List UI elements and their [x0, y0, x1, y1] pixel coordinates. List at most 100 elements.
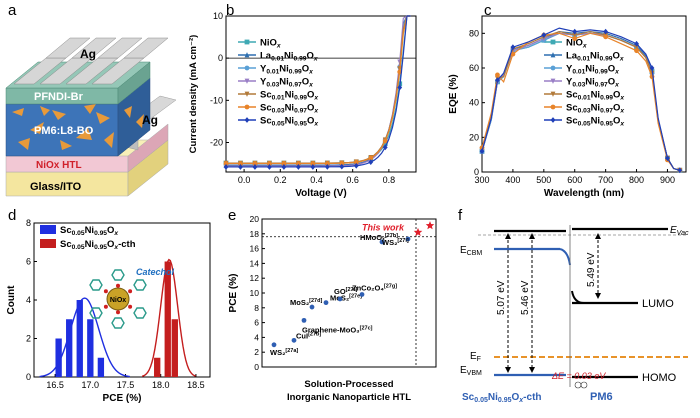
jv-point [223, 164, 229, 170]
bhj-fibers [12, 104, 144, 150]
htl-xlabel-1: Solution-Processed [304, 379, 393, 390]
eqe-series-line [481, 32, 680, 171]
eqe-point [572, 28, 578, 35]
hist-bar [66, 319, 73, 377]
hist-fit-curve [141, 258, 196, 377]
jv-legend-marker [244, 117, 250, 123]
jv-ytick-label: 10 [213, 11, 223, 21]
hist-ytick-label: 0 [26, 372, 31, 382]
arrowhead-gap3-top [595, 233, 601, 239]
jv-ylabel: Current density (mA cm⁻²) [188, 35, 199, 154]
eqe-legend-label: NiOx [566, 38, 587, 50]
htl-xlabel-2: Inorganic Nanoparticle HTL [287, 392, 411, 403]
jv-legend-label: La0.01Ni0.99Ox [260, 51, 318, 63]
jv-ytick-label: 0 [218, 53, 223, 63]
eqe-legend-label: La0.01Ni0.99Ox [566, 51, 624, 63]
eqe-legend-label: Y0.03Ni0.97Ox [566, 77, 619, 89]
hist-bar [76, 300, 83, 377]
htl-point [405, 236, 411, 242]
eqe-xlabel: Wavelength (nm) [544, 188, 624, 199]
jv-point [368, 159, 374, 165]
eqe-ytick-label: 20 [469, 132, 479, 142]
this-work-label: This work [362, 222, 405, 232]
panel-c: c 300 400 500 600 700 800 900 0 20 40 60 80 Waveleng… [440, 0, 700, 205]
hist-legend-swatch [40, 225, 56, 234]
evbm-label: EVBM [460, 365, 482, 377]
htl-point-label: WS₂[27a] [270, 348, 298, 357]
hist-xtick-label: 17.5 [117, 380, 135, 390]
panel-d: d 16.5 17.0 17.5 18.0 18.5 0 2 4 6 8 PCE (%) Count S… [0, 205, 220, 413]
eqe-legend-label: Y0.01Ni0.99Ox [566, 64, 619, 76]
panel-letter-a: a [8, 2, 17, 19]
jv-point [223, 161, 229, 166]
catechol-ring-icon [133, 307, 147, 319]
jv-legend-marker [244, 78, 250, 84]
jv-xtick-label: 0.0 [238, 175, 251, 185]
jv-legend-label: Sc0.01Ni0.99Ox [260, 90, 318, 102]
htl-point [271, 342, 277, 348]
catechol-molecule-icon [574, 381, 588, 389]
htl-ytick-label: 20 [250, 214, 260, 224]
htl-ytick-label: 16 [250, 244, 260, 254]
hist-ytick-label: 4 [26, 295, 31, 305]
eqe-point [665, 155, 670, 162]
eqe-point [603, 34, 609, 40]
hist-bar [171, 319, 178, 377]
jv-xlabel: Voltage (V) [295, 188, 346, 199]
jv-xtick-label: 0.6 [346, 175, 359, 185]
htl-point-label: GO[27f] [334, 287, 357, 296]
jv-legend-label: Y0.01Ni0.99Ox [260, 64, 313, 76]
jv-point [267, 164, 272, 170]
jv-xtick-label: 0.4 [310, 175, 323, 185]
jv-chart: 0.0 0.2 0.4 0.6 0.8 10 0 -10 -20 Voltage (V) Curre… [188, 11, 417, 199]
hist-ytick-label: 8 [26, 218, 31, 228]
eqe-legend-marker [550, 39, 556, 45]
hist-legend-label: Sc0.05Ni0.95Ox-cth [60, 239, 136, 251]
htl-point-label: HMoOₓ[27h] [360, 233, 398, 242]
eqe-legend-marker [550, 91, 556, 97]
hist-xlabel: PCE (%) [103, 393, 142, 404]
jv-point [324, 161, 330, 166]
jv-xtick-label: 0.8 [383, 175, 396, 185]
catechol-ring-icon [133, 279, 147, 291]
eqe-xtick-label: 600 [567, 175, 582, 185]
htl-point-label: ZnCo₂O₄[27g] [352, 283, 397, 292]
hist-ylabel: Count [6, 285, 17, 315]
eqe-point [603, 28, 609, 35]
oxygen-atom-icon [128, 289, 133, 294]
jv-point [382, 138, 388, 144]
htl-point-label: MoS₂[27e] [330, 294, 362, 303]
hist-xtick-label: 18.0 [152, 380, 170, 390]
jv-point [252, 161, 258, 166]
jv-ytick-label: -20 [210, 137, 223, 147]
homo-label: HOMO [642, 372, 677, 384]
gap3-label: 5.49 eV [586, 252, 597, 287]
hist-ytick-label: 6 [26, 257, 31, 267]
oxygen-atom-icon [103, 289, 108, 294]
eqe-ylabel: EQE (%) [448, 74, 459, 113]
htl-ytick-label: 18 [250, 229, 260, 239]
jv-point [353, 159, 359, 165]
htl-point [323, 300, 329, 306]
device-stack-schematic: Ag PFNDI-Br PM6:L8-BO Ag NiOx HTL Glass/… [5, 37, 177, 197]
nanoparticle-icon [106, 287, 130, 311]
eqe-series-line [481, 27, 680, 171]
jv-point [368, 155, 374, 161]
htl-ytick-label: 0 [254, 362, 259, 372]
jv-xtick-label: 0.2 [274, 175, 287, 185]
jv-point [281, 164, 287, 170]
hist-bar [97, 357, 105, 377]
ecbm-label: ECBM [460, 245, 482, 257]
this-work-star [413, 227, 423, 236]
htl-ytick-label: 2 [254, 347, 259, 357]
lumo-label: LUMO [642, 298, 674, 310]
jv-point [339, 163, 345, 170]
energy-level-diagram: 5.07 eV 5.46 eV 5.49 eV EVac ECBM EF EVB… [460, 225, 689, 404]
jv-point [324, 163, 330, 170]
panel-e: e 0 2 4 6 8 10 12 14 16 18 20 Solution-Processed Ino… [222, 205, 444, 413]
eqe-point [634, 48, 639, 54]
htl-ytick-label: 12 [250, 273, 260, 283]
htl-point-label: Graphene-MoO₃[27c] [302, 325, 373, 334]
eqe-plot-frame [481, 15, 687, 173]
hist-xtick-label: 18.5 [187, 380, 205, 390]
